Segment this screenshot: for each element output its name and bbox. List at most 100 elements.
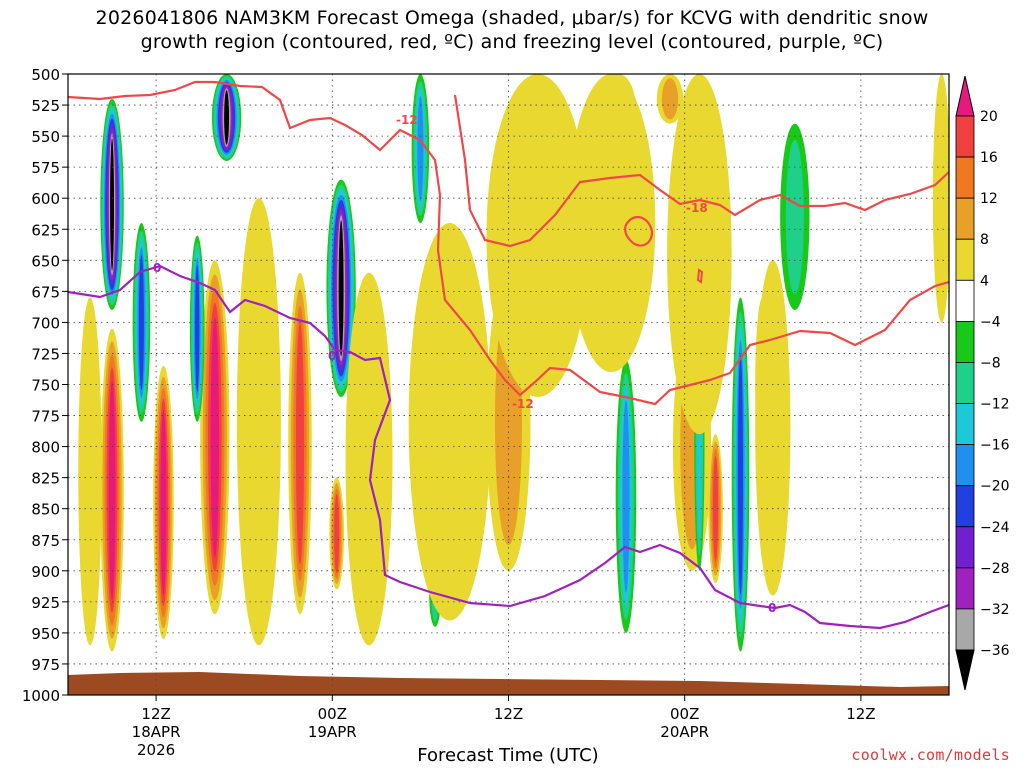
colorbar-swatch-12 — [955, 608, 975, 651]
colorbar-swatch-9 — [955, 485, 975, 528]
colorbar-label-12: −32 — [980, 602, 1010, 618]
x-tick-label-3: 00Z — [670, 705, 699, 723]
omega-cell-30-band-0 — [755, 260, 791, 596]
y-tick-label-850: 850 — [31, 501, 60, 519]
omega-cell-19-band-4 — [737, 354, 744, 595]
dgz-contour-minus12-upper — [68, 80, 949, 406]
x-tick-label-1: 00Z — [318, 705, 347, 723]
y-tick-label-500: 500 — [31, 66, 60, 84]
chart-title-line-1: 2026041806 NAM3KM Forecast Omega (shaded… — [95, 7, 929, 29]
y-tick-label-725: 725 — [31, 345, 60, 363]
contour-label-minus18: -18 — [686, 201, 708, 215]
omega-cell-31-band-0 — [932, 74, 949, 323]
omega-cell-2-band-4 — [210, 317, 220, 558]
contour-label-zero-c: 0 — [768, 601, 776, 615]
colorbar-bottom-arrow — [955, 649, 975, 691]
colorbar: 20 16 12 8 4 −4 −8 −12 −16 −20 −24 −28 −32 −36 — [955, 75, 1010, 691]
colorbar-swatch-6 — [955, 362, 975, 404]
omega-cell-21-band-1 — [785, 139, 804, 294]
colorbar-label-3: 8 — [980, 232, 989, 248]
freezing-level-contour — [68, 264, 949, 630]
y-tick-label-650: 650 — [31, 252, 60, 270]
y-tick-label-550: 550 — [31, 128, 60, 146]
colorbar-swatch-8 — [955, 444, 975, 487]
omega-cell-13-band-8 — [224, 90, 230, 145]
colorbar-top-arrow — [955, 75, 975, 117]
x-tick-label-4: 12Z — [846, 705, 875, 723]
colorbar-label-9: −20 — [980, 479, 1010, 495]
y-tick-label-950: 950 — [31, 625, 60, 643]
y-tick-label-975: 975 — [31, 656, 60, 674]
colorbar-label-6: −8 — [980, 355, 1001, 371]
y-tick-label-775: 775 — [31, 408, 60, 426]
colorbar-swatch-5 — [955, 320, 975, 363]
contour-label-zero-a: 0 — [153, 261, 161, 275]
y-tick-label-750: 750 — [31, 377, 60, 395]
y-tick-label-900: 900 — [31, 563, 60, 581]
omega-cell-28-band-0 — [567, 74, 656, 373]
omega-cell-9-band-1 — [661, 78, 679, 120]
ground-fill — [68, 672, 949, 695]
omega-cell-12-band-8 — [110, 138, 115, 271]
y-tick-label-875: 875 — [31, 532, 60, 550]
y-tick-label-575: 575 — [31, 159, 60, 177]
y-tick-label-675: 675 — [31, 283, 60, 301]
grid — [68, 74, 949, 695]
dgz-contour-minus18-upper — [453, 94, 949, 248]
colorbar-swatch-10 — [955, 526, 975, 569]
omega-cell-23-band-0 — [78, 297, 102, 646]
y-tick-label-1000: 1000 — [22, 687, 60, 705]
x-tick-year-0: 2026 — [137, 741, 175, 759]
chart-title-line-2: growth region (contoured, red, ºC) and f… — [140, 31, 884, 53]
colorbar-swatch-0 — [955, 115, 975, 158]
colorbar-label-10: −24 — [980, 520, 1010, 536]
colorbar-swatch-4 — [955, 279, 975, 322]
x-tick-label-2: 12Z — [494, 705, 523, 723]
omega-cell-18-band-3 — [622, 399, 630, 593]
omega-cell-1-band-4 — [160, 409, 167, 596]
omega-cell-5-band-3 — [712, 456, 719, 562]
colorbar-swatch-2 — [955, 197, 975, 240]
colorbar-label-11: −28 — [980, 561, 1010, 577]
contours — [68, 80, 949, 630]
y-tick-label-925: 925 — [31, 594, 60, 612]
contour-label-minus12-b: -12 — [512, 397, 534, 411]
colorbar-swatch-11 — [955, 567, 975, 610]
dgz-contour-tiny — [696, 268, 704, 284]
x-tick-date-1: 19APR — [308, 723, 357, 741]
x-tick-date-3: 20APR — [660, 723, 709, 741]
omega-cell-0-band-4 — [108, 380, 116, 600]
y-tick-label-600: 600 — [31, 190, 60, 208]
colorbar-label-8: −16 — [980, 438, 1010, 454]
omega-cell-3-band-3 — [295, 322, 305, 565]
y-tick-label-700: 700 — [31, 314, 60, 332]
source-credit: coolwx.com/models — [851, 746, 1010, 764]
dgz-contour-small-loop — [624, 215, 654, 247]
ground-surface — [68, 672, 949, 695]
omega-cell-14-band-8 — [338, 220, 344, 357]
colorbar-label-4: 4 — [980, 273, 989, 289]
colorbar-label-5: −4 — [980, 314, 1001, 330]
x-tick-label-0: 12Z — [141, 705, 170, 723]
omega-cell-4-band-3 — [334, 494, 340, 574]
x-axis-title: Forecast Time (UTC) — [417, 745, 599, 766]
colorbar-label-0: 20 — [980, 109, 998, 125]
y-tick-label-525: 525 — [31, 97, 60, 115]
y-tick-label-800: 800 — [31, 439, 60, 457]
colorbar-label-7: −12 — [980, 397, 1010, 413]
omega-cell-27-band-0 — [486, 74, 590, 397]
omega-cell-26-band-0 — [408, 223, 491, 621]
contour-label-zero-b: 0 — [328, 349, 336, 363]
y-tick-label-625: 625 — [31, 221, 60, 239]
omega-cell-17-band-3 — [417, 95, 424, 202]
colorbar-swatch-1 — [955, 156, 975, 199]
colorbar-label-13: −36 — [980, 643, 1010, 659]
omega-cell-24-band-0 — [236, 198, 281, 646]
y-tick-label-825: 825 — [31, 470, 60, 488]
omega-cell-15-band-4 — [138, 254, 144, 390]
colorbar-label-1: 16 — [980, 150, 998, 166]
omega-cell-16-band-4 — [195, 265, 200, 392]
x-tick-date-0: 18APR — [132, 723, 181, 741]
